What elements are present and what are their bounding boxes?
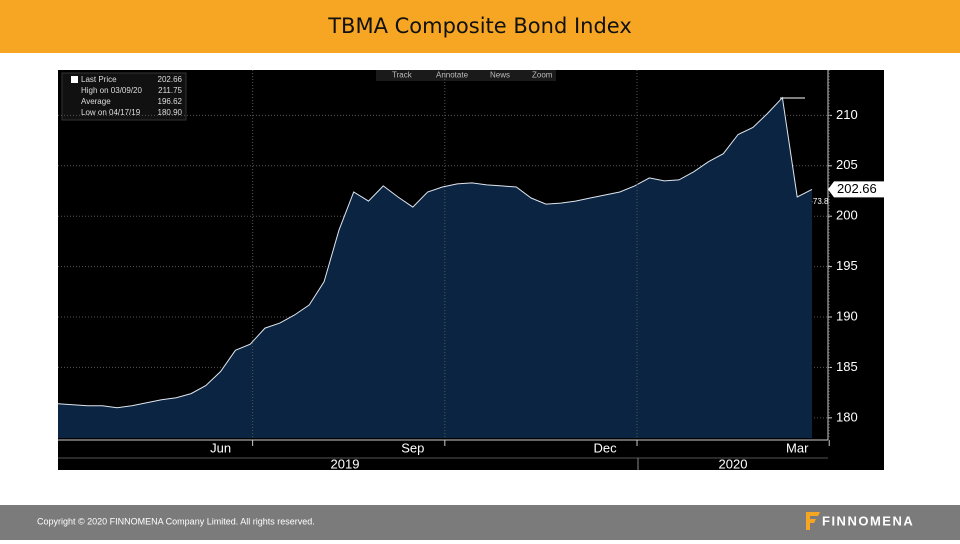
toolbar-button[interactable]: Annotate [436, 71, 469, 80]
year-label: 2019 [331, 456, 360, 471]
toolbar [376, 70, 556, 81]
logo-mark [806, 512, 820, 530]
price-tag-label: 202.66 [837, 181, 877, 196]
info-swatch [71, 76, 78, 83]
y-tick-label: 180 [836, 409, 858, 424]
line [57, 96, 813, 409]
copyright: Copyright © 2020 FINNOMENA Company Limit… [37, 516, 315, 526]
area [58, 97, 812, 438]
y-tick-label: 205 [836, 157, 858, 172]
toolbar-button[interactable]: Track [392, 71, 413, 80]
x-tick-label: Dec [593, 440, 617, 455]
info-label: Average [81, 97, 111, 106]
info-label: Last Price [81, 75, 117, 84]
x-tick-label: Sep [401, 440, 424, 455]
footer-bar [0, 505, 960, 540]
x-tick-label: Jun [210, 440, 231, 455]
toolbar-button[interactable]: Zoom [532, 71, 553, 80]
y-tick-label: 210 [836, 107, 858, 122]
logo-text: FINNOMENA [822, 513, 914, 528]
y-tick-label: 190 [836, 308, 858, 323]
info-value: 202.66 [158, 75, 183, 84]
info-label: High on 03/09/20 [81, 86, 142, 95]
info-value: 180.90 [158, 108, 183, 117]
header-bar [0, 0, 960, 53]
slide-title: TBMA Composite Bond Index [327, 14, 632, 38]
x-tick-label: Mar [786, 440, 809, 455]
y-tick-label: 185 [836, 359, 858, 374]
y-tick-label: 200 [836, 208, 858, 223]
info-value: 211.75 [158, 86, 182, 95]
info-label: Low on 04/17/19 [81, 108, 141, 117]
y-tick-label: 195 [836, 258, 858, 273]
info-box [61, 72, 187, 121]
year-label: 2020 [719, 456, 748, 471]
price-tag [828, 181, 886, 198]
info-value: 196.62 [158, 97, 183, 106]
toolbar-button[interactable]: News [490, 71, 510, 80]
